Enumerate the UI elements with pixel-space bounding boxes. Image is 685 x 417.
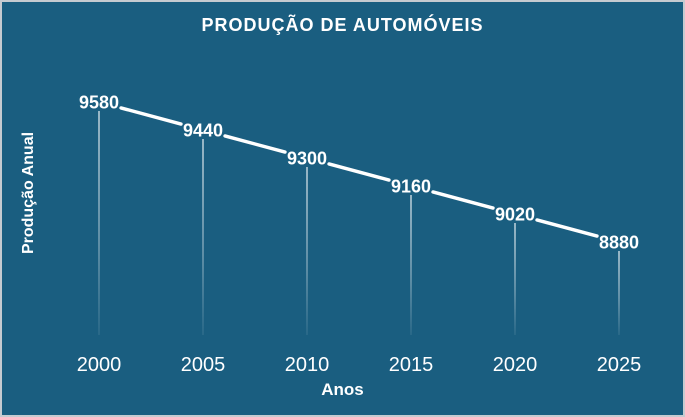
line-segment (223, 134, 287, 154)
chart-title: PRODUÇÃO DE AUTOMÓVEIS (201, 15, 484, 35)
line-segment (119, 106, 183, 126)
x-tick-label: 2025 (597, 354, 642, 376)
line-segment (327, 162, 391, 182)
x-tick-label: 2000 (77, 354, 122, 376)
line-segment (431, 190, 495, 210)
line-segment (535, 218, 599, 238)
x-tick-label: 2005 (181, 354, 226, 376)
point-label: 9300 (287, 149, 327, 169)
point-label: 8880 (599, 233, 639, 253)
point-label: 9160 (391, 177, 431, 197)
point-label: 9440 (183, 121, 223, 141)
x-tick-label: 2020 (493, 354, 538, 376)
point-label: 9580 (79, 93, 119, 113)
point-label: 9020 (495, 205, 535, 225)
x-tick-label: 2015 (389, 354, 434, 376)
x-axis-label: Anos (321, 380, 364, 399)
x-tick-label: 2010 (285, 354, 330, 376)
